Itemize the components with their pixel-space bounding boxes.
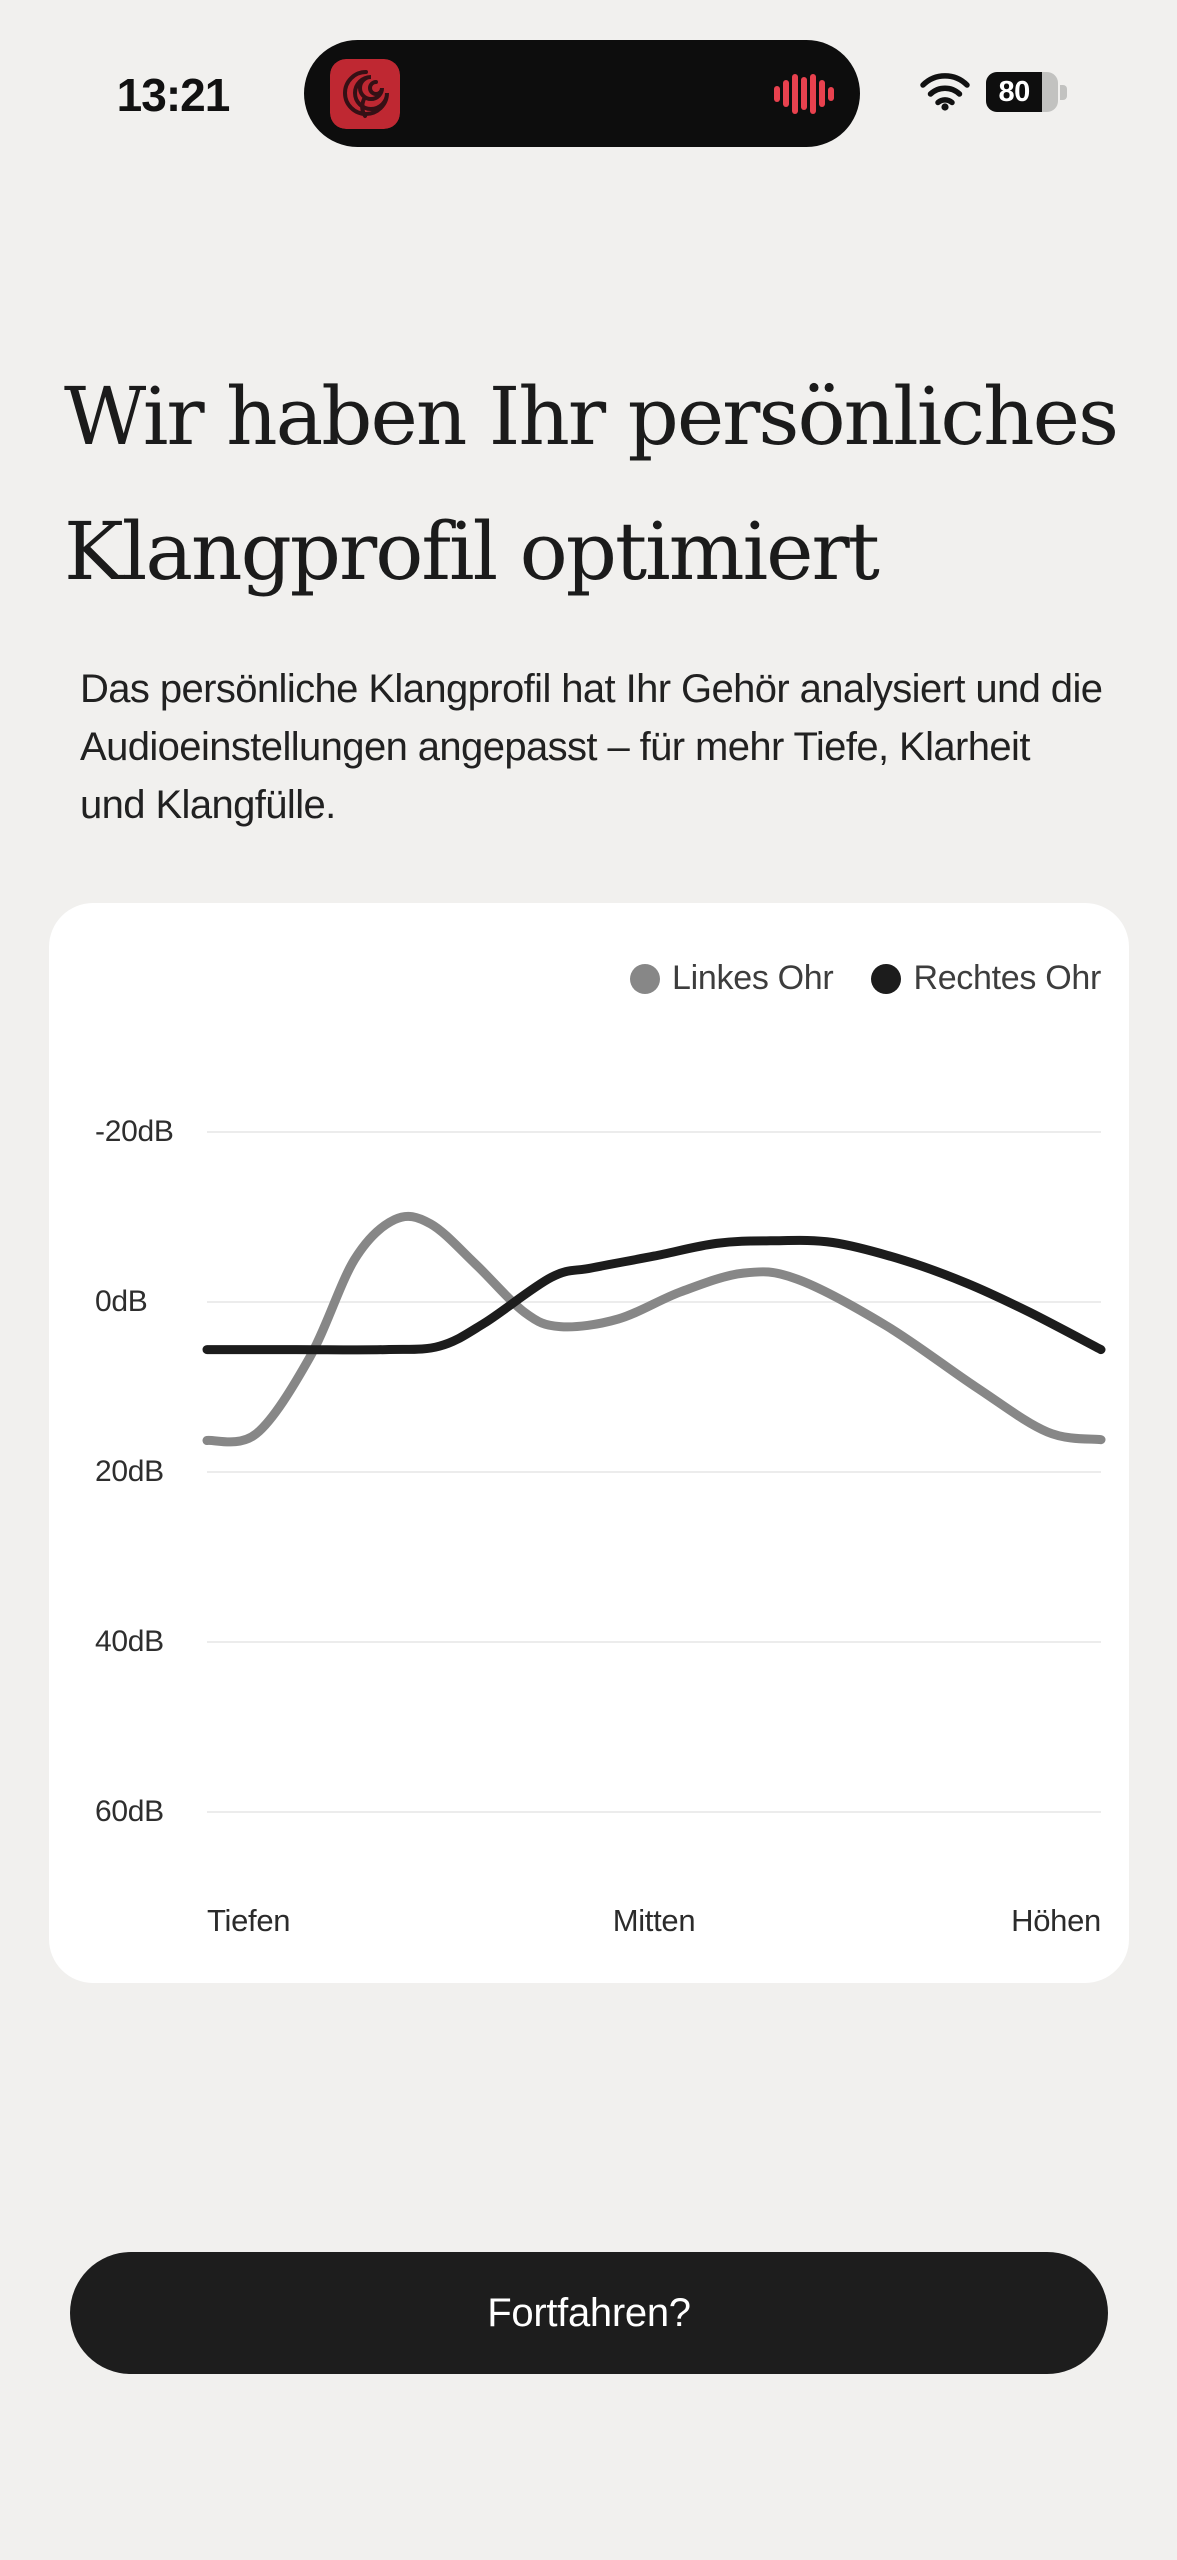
page-title: Wir haben Ihr persönliches Klangprofil o…	[64, 349, 1134, 619]
legend-item-left-ear: Linkes Ohr	[630, 959, 834, 998]
continue-button[interactable]: Fortfahren?	[70, 2252, 1108, 2374]
x-label-mids: Mitten	[612, 1903, 696, 1938]
waveform-bar	[801, 77, 807, 110]
waveform-bar	[774, 85, 780, 102]
waveform-bar	[828, 86, 834, 101]
x-label-treble: Höhen	[1011, 1903, 1101, 1938]
chart-legend: Linkes Ohr Rechtes Ohr	[630, 959, 1101, 998]
page-title-line2: Klangprofil optimiert	[64, 505, 880, 598]
legend-item-right-ear: Rechtes Ohr	[871, 959, 1101, 998]
intro-text: Das persönliche Klangprofil hat Ihr Gehö…	[80, 667, 1103, 827]
waveform-bar	[792, 73, 798, 114]
battery-icon: 80	[986, 72, 1067, 112]
right-ear-dot-icon	[871, 963, 902, 994]
status-time: 13:21	[116, 69, 231, 121]
waveform-bar	[783, 80, 789, 107]
series-linkes-ohr	[202, 1211, 1106, 1447]
left-ear-dot-icon	[630, 963, 661, 994]
y-tick-label: 40dB	[95, 1625, 164, 1658]
hearing-profile-chart	[202, 1131, 1106, 1813]
battery-percent: 80	[986, 72, 1043, 112]
wifi-icon	[920, 73, 970, 111]
y-tick-label: -20dB	[95, 1115, 174, 1148]
legend-label-left-ear: Linkes Ohr	[672, 959, 834, 997]
legend-label-right-ear: Rechtes Ohr	[913, 959, 1101, 997]
y-tick-label: 20dB	[95, 1455, 164, 1488]
series-rechtes-ohr	[202, 1235, 1106, 1355]
page-title-line1: Wir haben Ihr persönliches	[64, 370, 1119, 463]
y-tick-label: 60dB	[95, 1795, 164, 1828]
audio-waveform-icon	[774, 59, 834, 129]
x-label-bass: Tiefen	[207, 1903, 291, 1938]
waveform-bar	[810, 73, 816, 114]
y-tick-label: 0dB	[95, 1285, 148, 1318]
waveform-bar	[819, 80, 825, 107]
dynamic-island[interactable]	[304, 40, 860, 147]
sound-profile-card: Linkes Ohr Rechtes Ohr -20dB 0dB 20dB 40dB 6…	[49, 903, 1129, 1983]
now-playing-album-art-icon	[330, 58, 400, 129]
status-icons: 80	[920, 72, 1067, 112]
battery-nub	[1060, 84, 1067, 100]
